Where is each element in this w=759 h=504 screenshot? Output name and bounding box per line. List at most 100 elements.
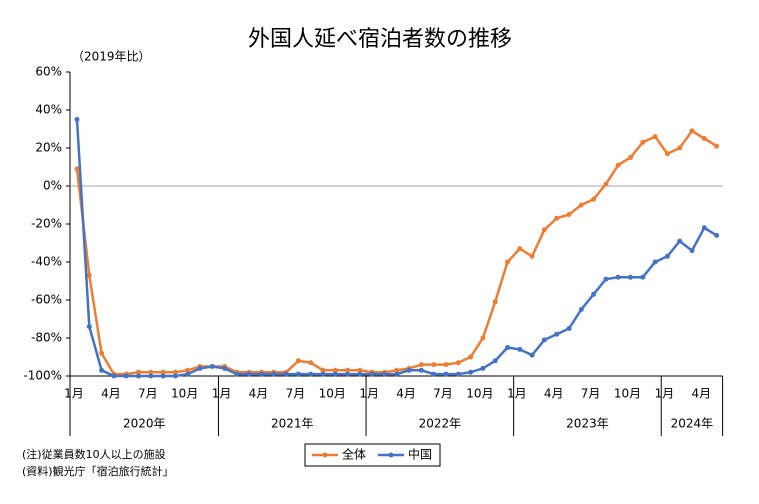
- data-point: [628, 155, 633, 160]
- data-point: [566, 326, 572, 331]
- data-point: [74, 117, 80, 122]
- data-point: [640, 139, 646, 145]
- data-point: [160, 373, 166, 379]
- data-point: [160, 369, 166, 375]
- x-tick-label: 1月: [655, 387, 675, 401]
- data-point: [529, 253, 535, 259]
- data-point: [541, 227, 547, 233]
- data-point: [492, 358, 498, 364]
- data-point: [714, 143, 720, 149]
- data-point: [701, 225, 707, 231]
- chart-title: 外国人延べ宿泊者数の推移: [248, 27, 512, 52]
- data-point: [615, 162, 621, 168]
- data-point: [468, 369, 474, 375]
- data-point: [185, 371, 191, 377]
- data-point: [677, 238, 683, 244]
- x-tick-label: 4月: [544, 387, 564, 401]
- y-tick-label: -60%: [31, 293, 62, 307]
- data-point: [345, 371, 351, 377]
- data-point: [689, 248, 695, 254]
- x-tick-label: 7月: [433, 387, 453, 401]
- legend-label: 全体: [342, 447, 366, 462]
- data-point: [74, 166, 80, 172]
- data-point: [345, 367, 351, 373]
- x-tick-label: 4月: [249, 387, 269, 401]
- note: (資料)観光庁「宿泊旅行統計」: [22, 464, 174, 478]
- data-point: [701, 136, 707, 141]
- data-point: [689, 128, 695, 134]
- group-label: 2024年: [671, 417, 714, 431]
- data-point: [517, 346, 523, 352]
- data-point: [197, 365, 203, 371]
- series-line: [75, 119, 718, 378]
- data-point: [591, 196, 597, 202]
- legend-marker: [388, 452, 394, 458]
- data-point: [652, 134, 658, 140]
- data-point: [308, 360, 314, 366]
- y-tick-label: -20%: [31, 217, 62, 231]
- data-point: [357, 371, 363, 377]
- data-point: [271, 371, 277, 377]
- series-line: [75, 129, 718, 376]
- y-tick-label: 60%: [35, 65, 62, 79]
- data-point: [123, 373, 129, 379]
- data-point: [578, 202, 584, 208]
- data-point: [148, 373, 154, 379]
- data-point: [295, 371, 301, 377]
- data-point: [628, 274, 633, 280]
- data-point: [541, 337, 547, 343]
- x-tick-label: 4月: [396, 387, 416, 401]
- data-point: [172, 373, 178, 379]
- data-point: [394, 367, 400, 373]
- x-tick-label: 4月: [691, 387, 711, 401]
- data-point: [99, 350, 105, 356]
- data-point: [566, 212, 572, 217]
- note: (注)従業員数10人以上の施設: [22, 447, 166, 461]
- data-point: [480, 335, 486, 341]
- data-point: [111, 373, 117, 379]
- legend-marker: [322, 452, 328, 458]
- data-point: [259, 371, 264, 377]
- data-point: [554, 331, 560, 337]
- data-point: [554, 215, 560, 221]
- group-label: 2022年: [419, 417, 462, 431]
- y-tick-label: 20%: [35, 141, 62, 155]
- data-point: [664, 253, 670, 259]
- data-point: [431, 362, 437, 368]
- data-point: [603, 181, 609, 187]
- legend: 全体 中国: [312, 447, 432, 462]
- data-point: [357, 367, 363, 373]
- data-point: [714, 232, 720, 238]
- data-point: [222, 365, 228, 371]
- y-tick-label: -100%: [23, 369, 62, 383]
- data-point: [640, 274, 646, 280]
- group-label: 2020年: [123, 417, 166, 431]
- data-point: [86, 324, 92, 330]
- group-label: 2023年: [566, 417, 609, 431]
- x-tick-label: 1月: [64, 387, 84, 401]
- data-point: [664, 151, 670, 157]
- x-tick-label: 7月: [581, 387, 601, 401]
- data-point: [369, 371, 375, 377]
- data-point: [418, 362, 424, 368]
- data-point: [468, 354, 474, 360]
- x-tick-label: 7月: [138, 387, 158, 401]
- data-point: [505, 259, 510, 265]
- data-point: [529, 352, 535, 358]
- x-tick-label: 10月: [614, 387, 641, 401]
- data-point: [86, 272, 92, 278]
- group-label: 2021年: [271, 417, 314, 431]
- y-tick-label: 0%: [43, 179, 62, 193]
- x-tick-label: 10月: [171, 387, 198, 401]
- x-tick-label: 1月: [359, 387, 379, 401]
- data-point: [332, 371, 338, 377]
- data-point: [505, 345, 510, 350]
- data-point: [382, 371, 387, 377]
- data-point: [320, 371, 326, 377]
- data-point: [172, 369, 178, 375]
- data-point: [185, 367, 191, 373]
- x-tick-label: 10月: [466, 387, 493, 401]
- y-tick-label: 40%: [35, 103, 62, 117]
